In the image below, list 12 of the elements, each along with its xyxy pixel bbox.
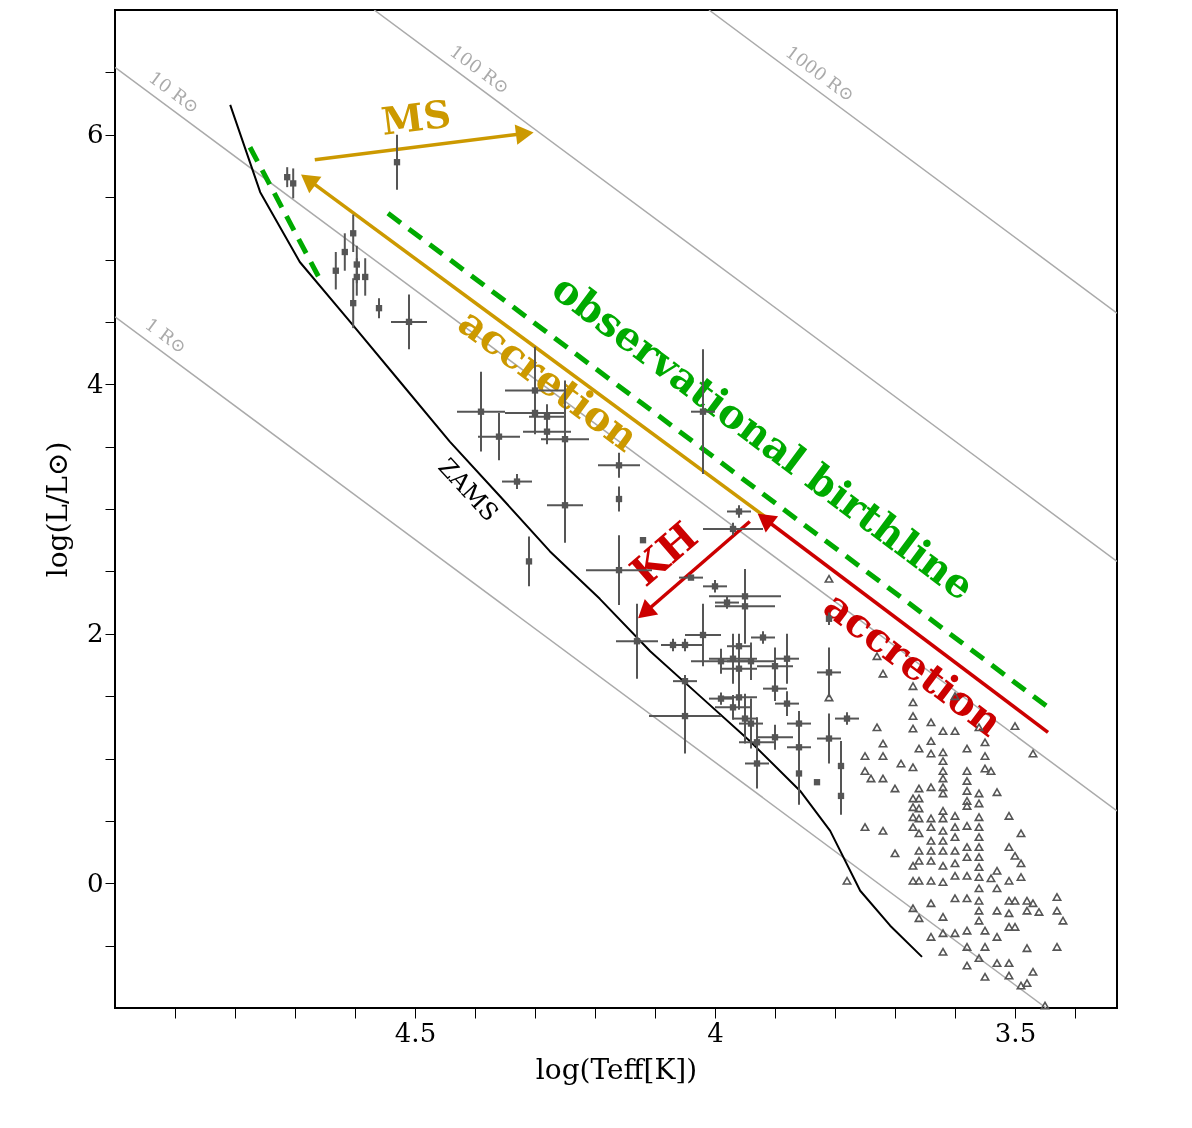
y-axis-title: log(L/L⊙): [40, 441, 74, 578]
y-tick-label: 4: [86, 368, 104, 399]
text: 1 R⊙: [141, 313, 191, 358]
x-tick-label: 4: [707, 1017, 724, 1048]
y-tick-label: 2: [86, 618, 104, 649]
x-axis-title: log(Teff[K]): [535, 1052, 698, 1086]
x-tick-label: 4.5: [394, 1017, 437, 1048]
x-tick-label: 3.5: [994, 1017, 1037, 1048]
y-tick-label: 6: [86, 119, 104, 150]
y-tick-label: 0: [86, 867, 104, 898]
text: KH: [620, 511, 707, 595]
text: 10 R⊙: [145, 66, 204, 118]
